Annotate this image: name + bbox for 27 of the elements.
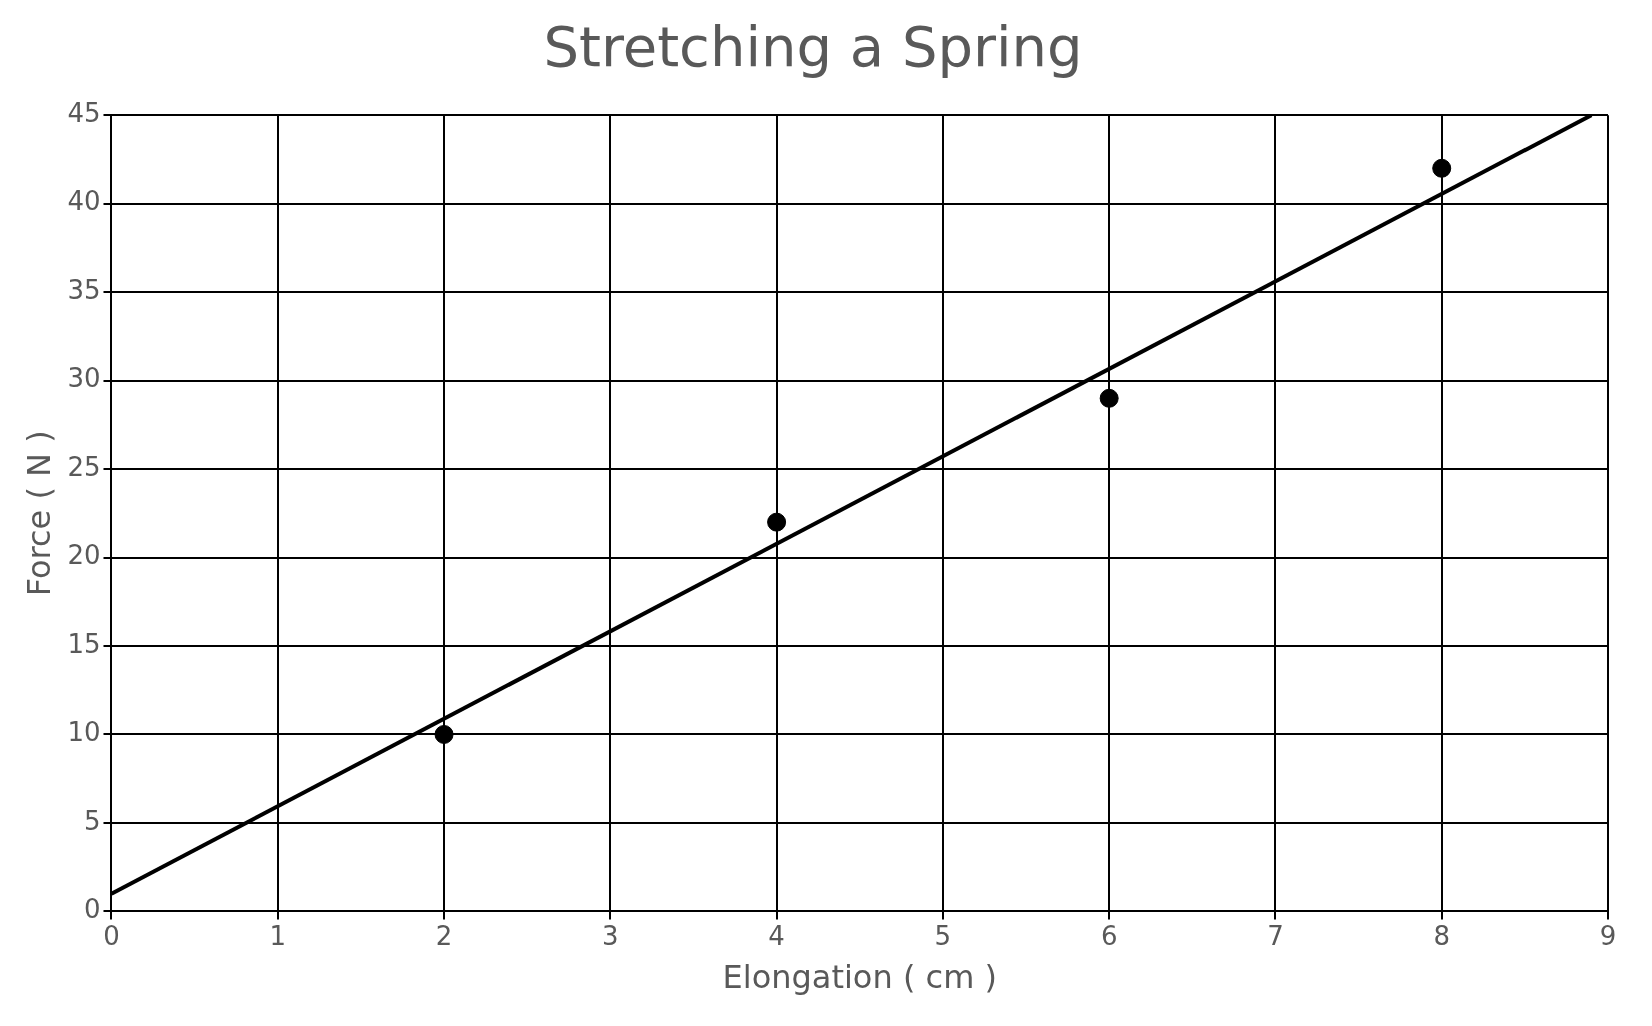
y-tick-label: 45 — [67, 97, 101, 128]
x-axis-title: Elongation ( cm ) — [722, 958, 997, 997]
chart-title: Stretching a Spring — [543, 14, 1083, 80]
y-tick-label: 25 — [67, 451, 101, 482]
x-tick-label: 6 — [1100, 920, 1118, 951]
x-tick-label: 8 — [1433, 920, 1450, 951]
point — [434, 724, 454, 744]
x-tick-label: 3 — [602, 920, 619, 951]
y-tick-label: 35 — [67, 274, 101, 305]
y-tick-label: 40 — [67, 186, 101, 217]
x-tick-label: 5 — [934, 920, 952, 951]
y-tick-label: 20 — [67, 540, 101, 571]
x-tick-label: 1 — [269, 920, 287, 951]
y-axis-title: Force ( N ) — [19, 430, 58, 597]
y-tick-label: 10 — [67, 717, 101, 748]
point — [767, 512, 787, 532]
x-tick-label: 2 — [435, 920, 453, 951]
y-tick-label: 5 — [83, 805, 101, 836]
x-tick-label: 4 — [768, 920, 785, 951]
y-tick-label: 30 — [67, 363, 101, 394]
point — [1099, 388, 1119, 408]
y-tick-label: 15 — [67, 628, 101, 659]
x-tick-label: 0 — [103, 920, 120, 951]
y-tick-label: 0 — [83, 894, 101, 925]
x-tick-label: 7 — [1267, 920, 1284, 951]
point — [1432, 158, 1452, 178]
x-tick-label: 9 — [1599, 920, 1617, 951]
